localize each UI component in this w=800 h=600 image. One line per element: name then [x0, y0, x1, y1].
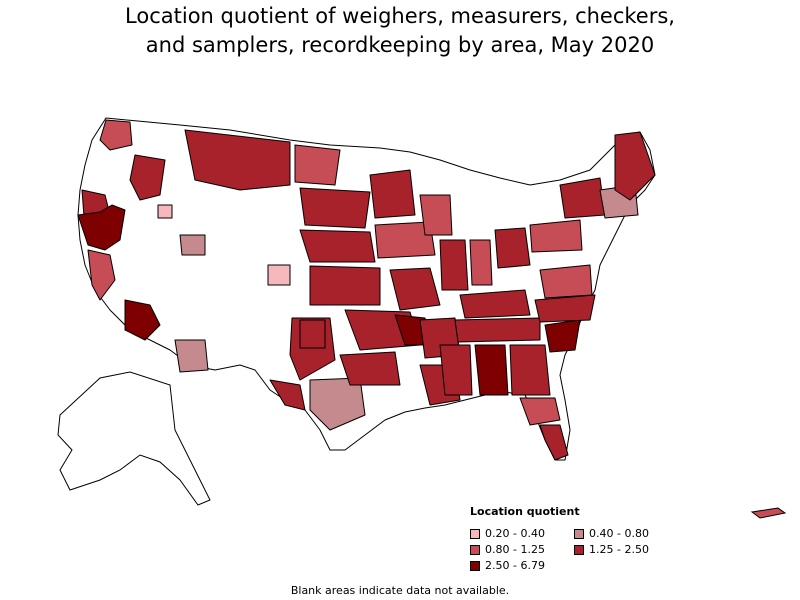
- area-florida-south: [539, 424, 569, 461]
- contiguous-us: [77, 117, 656, 461]
- area-south-dakota: [299, 187, 371, 229]
- area-montana: [184, 129, 291, 191]
- area-california-central: [87, 249, 116, 301]
- legend-label-4: 1.25 - 2.50: [589, 543, 649, 556]
- alaska: [57, 371, 211, 506]
- legend-item-3: 0.80 - 1.25: [470, 543, 574, 556]
- area-virginia: [539, 264, 593, 299]
- area-north-carolina: [534, 294, 596, 323]
- area-california-north: [77, 204, 126, 251]
- legend-label-2: 0.40 - 0.80: [589, 527, 649, 540]
- area-missouri: [389, 267, 441, 311]
- legend-label-3: 0.80 - 1.25: [485, 543, 545, 556]
- area-mississippi: [439, 344, 473, 396]
- area-texas-north: [339, 351, 401, 386]
- area-texas-west-2: [269, 379, 306, 411]
- area-pennsylvania: [529, 219, 583, 253]
- area-south-carolina: [544, 319, 581, 353]
- area-minnesota: [369, 169, 416, 219]
- legend-item-4: 1.25 - 2.50: [574, 543, 684, 556]
- area-washington-west: [99, 119, 133, 151]
- legend-item-5: 2.50 - 6.79: [470, 559, 574, 572]
- area-iowa: [374, 221, 436, 259]
- legend-item-1: 0.20 - 0.40: [470, 527, 574, 540]
- legend-grid: 0.20 - 0.40 0.40 - 0.80 0.80 - 1.25 1.25…: [470, 527, 700, 572]
- legend-swatch-1: [470, 528, 480, 539]
- area-idaho: [129, 154, 166, 201]
- legend-label-5: 2.50 - 6.79: [485, 559, 545, 572]
- area-nebraska: [299, 229, 376, 263]
- legend-swatch-2: [574, 528, 584, 539]
- legend-label-1: 0.20 - 0.40: [485, 527, 545, 540]
- area-kentucky: [459, 289, 531, 319]
- area-georgia: [509, 344, 551, 396]
- legend-title: Location quotient: [470, 505, 580, 518]
- footnote: Blank areas indicate data not available.: [290, 584, 510, 597]
- legend: Location quotient 0.20 - 0.40 0.40 - 0.8…: [470, 505, 700, 572]
- area-wisconsin: [419, 194, 453, 236]
- map-title-line-2: and samplers, recordkeeping by area, May…: [145, 33, 655, 57]
- legend-swatch-5: [470, 560, 480, 571]
- puerto-rico-outline: [750, 507, 787, 519]
- legend-item-2: 0.40 - 0.80: [574, 527, 684, 540]
- area-alabama: [474, 344, 509, 396]
- alaska-outline: [57, 371, 211, 506]
- area-new-york: [559, 177, 606, 219]
- area-utah: [157, 204, 173, 219]
- area-florida-north: [519, 397, 561, 426]
- legend-swatch-3: [470, 544, 480, 555]
- area-california-south: [124, 299, 161, 341]
- area-maine: [614, 131, 656, 201]
- puerto-rico: [750, 507, 787, 519]
- area-new-mexico: [299, 319, 326, 349]
- area-indiana: [469, 239, 493, 286]
- area-arizona-south: [174, 339, 209, 373]
- area-ohio: [494, 227, 531, 269]
- legend-swatch-4: [574, 544, 584, 555]
- area-kansas: [309, 265, 381, 306]
- area-nevada-west: [179, 234, 206, 256]
- area-illinois: [439, 239, 469, 291]
- map-title: Location quotient of weighers, measurers…: [0, 2, 800, 60]
- area-tennessee: [454, 317, 541, 343]
- map-title-line-1: Location quotient of weighers, measurers…: [125, 4, 675, 28]
- area-colorado-east: [267, 264, 291, 286]
- area-north-dakota: [294, 144, 341, 186]
